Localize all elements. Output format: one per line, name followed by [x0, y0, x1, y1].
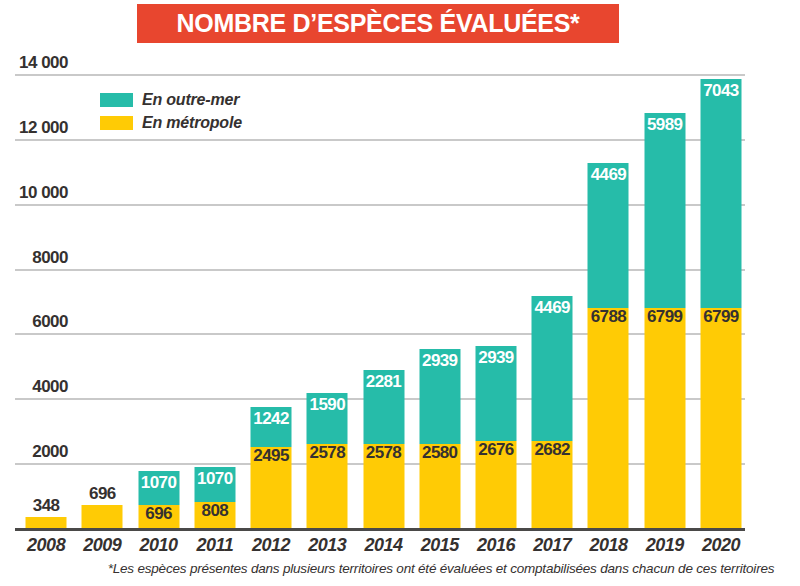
bar-segment-metropole: [26, 517, 67, 528]
x-tick-label-2019: 2019: [637, 535, 693, 556]
bar-value-metropole: 2676: [478, 440, 513, 459]
bar-value-outremer: 2939: [422, 351, 457, 370]
bar-segment-outremer: [700, 79, 741, 307]
stacked-bar: 7043 6799: [700, 79, 741, 528]
footnote: *Les espèces présentes dans plusieurs te…: [86, 561, 796, 576]
stacked-bar: 1070 696: [138, 471, 179, 528]
bar-group-2019: 5989 6799: [637, 74, 693, 528]
bar-value-outremer: 4469: [535, 298, 570, 317]
bar-value-outremer: 1070: [197, 469, 232, 488]
bar-group-2009: 696: [74, 74, 130, 528]
stacked-bar: 4469 2682: [532, 296, 573, 528]
bar-value-outremer: 1070: [141, 473, 176, 492]
bar-group-2010: 1070 696: [130, 74, 186, 528]
x-tick-label-2014: 2014: [355, 535, 411, 556]
x-tick-label-2016: 2016: [468, 535, 524, 556]
stacked-bar: 5989 6799: [644, 113, 685, 528]
bar-value-metropole: 696: [89, 484, 116, 503]
x-tick-label-2009: 2009: [74, 535, 130, 556]
bar-value-metropole: 2580: [422, 443, 457, 462]
bar-group-2017: 4469 2682: [524, 74, 580, 528]
bar-group-2008: 348: [18, 74, 74, 528]
x-axis: 2008200920102011201220132014201520162017…: [18, 535, 749, 556]
bar-segment-outremer: [532, 296, 573, 441]
bar-group-2015: 2939 2580: [412, 74, 468, 528]
stacked-bar: 1070 808: [194, 467, 235, 528]
stacked-bar: 2281 2578: [363, 370, 404, 528]
bar-value-outremer: 5989: [647, 115, 682, 134]
stacked-bar: 348: [26, 517, 67, 528]
bar-value-outremer: 1242: [253, 409, 288, 428]
stacked-bar: 2939 2676: [475, 346, 516, 528]
stacked-bar: 4469 6788: [588, 163, 629, 528]
bar-group-2012: 1242 2495: [243, 74, 299, 528]
stacked-bar: 2939 2580: [419, 349, 460, 528]
chart-title: NOMBRE D’ESPÈCES ÉVALUÉES*: [177, 9, 580, 38]
x-tick-label-2012: 2012: [243, 535, 299, 556]
x-tick-label-2017: 2017: [524, 535, 580, 556]
bar-segment-outremer: [644, 113, 685, 307]
bar-value-outremer: 2281: [366, 372, 401, 391]
bar-value-metropole: 6788: [591, 307, 626, 326]
bar-group-2020: 7043 6799: [693, 74, 749, 528]
bar-group-2018: 4469 6788: [580, 74, 636, 528]
bar-segment-metropole: [700, 308, 741, 528]
x-tick-label-2013: 2013: [299, 535, 355, 556]
x-axis-baseline: [15, 528, 745, 531]
x-tick-label-2018: 2018: [580, 535, 636, 556]
y-tick-label: 14 000: [10, 53, 68, 73]
bar-value-outremer: 7043: [703, 81, 738, 100]
bar-group-2011: 1070 808: [187, 74, 243, 528]
stacked-bar: 696: [82, 505, 123, 528]
bar-value-metropole: 808: [202, 501, 229, 520]
bar-group-2016: 2939 2676: [468, 74, 524, 528]
bar-groups: 3486961070696107080812422495159025782281…: [18, 74, 749, 528]
bar-value-metropole: 348: [33, 496, 60, 515]
x-tick-label-2010: 2010: [130, 535, 186, 556]
x-tick-label-2008: 2008: [18, 535, 74, 556]
bar-group-2013: 1590 2578: [299, 74, 355, 528]
stacked-bar: 1590 2578: [307, 393, 348, 528]
bar-value-metropole: 696: [145, 504, 172, 523]
x-tick-label-2015: 2015: [412, 535, 468, 556]
stacked-bar: 1242 2495: [251, 407, 292, 528]
bar-value-metropole: 2578: [366, 443, 401, 462]
bar-value-outremer: 4469: [591, 165, 626, 184]
bar-value-metropole: 2682: [535, 440, 570, 459]
chart-title-banner: NOMBRE D’ESPÈCES ÉVALUÉES*: [137, 4, 619, 43]
bar-value-metropole: 2495: [253, 446, 288, 465]
bar-group-2014: 2281 2578: [355, 74, 411, 528]
bar-segment-metropole: [82, 505, 123, 528]
bar-value-metropole: 6799: [703, 307, 738, 326]
bar-value-metropole: 6799: [647, 307, 682, 326]
bar-value-outremer: 2939: [478, 348, 513, 367]
bar-segment-metropole: [644, 308, 685, 528]
bar-segment-outremer: [588, 163, 629, 308]
x-tick-label-2011: 2011: [187, 535, 243, 556]
x-tick-label-2020: 2020: [693, 535, 749, 556]
bar-value-metropole: 2578: [310, 443, 345, 462]
bar-value-outremer: 1590: [310, 395, 345, 414]
bar-segment-metropole: [588, 308, 629, 528]
